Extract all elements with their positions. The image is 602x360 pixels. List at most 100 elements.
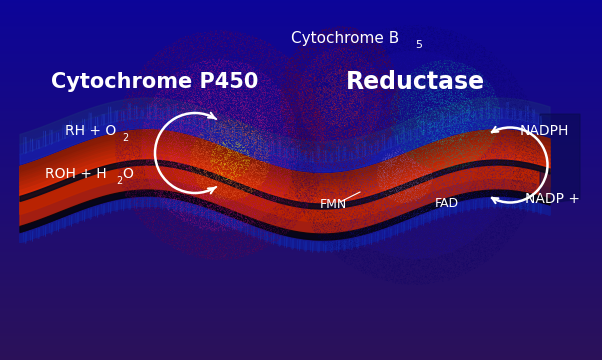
Point: [388, 279, 398, 285]
Point: [480, 70, 489, 76]
Point: [240, 131, 249, 136]
Point: [442, 213, 452, 219]
Point: [185, 71, 194, 76]
Point: [498, 82, 508, 88]
Point: [451, 252, 461, 258]
Point: [451, 262, 461, 267]
Point: [229, 225, 239, 231]
Point: [382, 110, 392, 116]
Point: [394, 56, 403, 62]
Point: [185, 251, 194, 257]
Point: [230, 95, 240, 101]
Point: [229, 78, 238, 84]
Point: [373, 224, 383, 229]
Point: [421, 255, 431, 260]
Point: [312, 173, 321, 179]
Point: [468, 243, 477, 249]
Point: [343, 66, 353, 72]
Point: [323, 126, 333, 132]
Point: [200, 224, 209, 229]
Point: [382, 112, 392, 117]
Point: [382, 44, 391, 50]
Point: [211, 74, 221, 80]
Point: [182, 209, 191, 215]
Point: [302, 95, 312, 101]
Point: [481, 161, 491, 167]
Point: [295, 187, 305, 193]
Point: [158, 75, 167, 81]
Point: [263, 168, 273, 174]
Point: [481, 233, 491, 239]
Point: [308, 129, 317, 134]
Point: [282, 69, 292, 75]
Point: [311, 90, 321, 96]
Point: [287, 105, 296, 111]
Point: [223, 127, 232, 133]
Point: [200, 235, 209, 240]
Point: [316, 149, 326, 154]
Point: [432, 43, 442, 49]
Point: [175, 140, 185, 146]
Point: [444, 117, 454, 123]
Point: [415, 176, 425, 182]
Point: [194, 161, 204, 167]
Point: [370, 111, 379, 117]
Point: [306, 134, 316, 140]
Point: [303, 177, 312, 183]
Point: [250, 129, 259, 135]
Point: [217, 169, 226, 175]
Point: [153, 68, 163, 74]
Point: [460, 197, 470, 203]
Point: [481, 253, 491, 258]
Point: [488, 112, 497, 117]
Point: [307, 211, 317, 216]
Point: [185, 63, 194, 68]
Point: [475, 92, 485, 98]
Point: [297, 89, 307, 95]
Point: [353, 51, 362, 57]
Point: [333, 64, 343, 69]
Point: [442, 140, 452, 146]
Point: [201, 55, 211, 60]
Point: [313, 126, 323, 132]
Point: [170, 116, 179, 122]
Point: [527, 123, 537, 129]
Point: [360, 59, 370, 64]
Point: [511, 103, 521, 109]
Point: [414, 109, 424, 115]
Point: [162, 182, 172, 188]
Point: [124, 126, 134, 132]
Point: [277, 92, 287, 98]
Point: [389, 67, 399, 73]
Point: [282, 105, 292, 111]
Point: [189, 185, 199, 190]
Point: [480, 199, 489, 205]
Point: [285, 123, 294, 129]
Point: [132, 145, 142, 150]
Point: [220, 57, 230, 63]
Point: [259, 64, 268, 70]
Point: [271, 153, 281, 159]
Point: [246, 225, 256, 231]
Point: [120, 111, 130, 116]
Point: [298, 73, 308, 78]
Point: [112, 156, 122, 162]
Point: [316, 72, 326, 78]
Point: [134, 186, 144, 192]
Point: [469, 157, 479, 163]
Point: [259, 84, 268, 89]
Point: [380, 70, 390, 76]
Point: [235, 108, 244, 114]
Point: [278, 78, 288, 84]
Point: [331, 174, 341, 180]
Point: [179, 190, 188, 196]
Point: [396, 78, 405, 84]
Point: [415, 164, 425, 170]
Point: [381, 109, 391, 114]
Point: [412, 153, 421, 158]
Point: [206, 32, 216, 37]
Point: [185, 197, 195, 203]
Point: [436, 192, 445, 198]
Point: [458, 100, 468, 106]
Point: [231, 225, 241, 231]
